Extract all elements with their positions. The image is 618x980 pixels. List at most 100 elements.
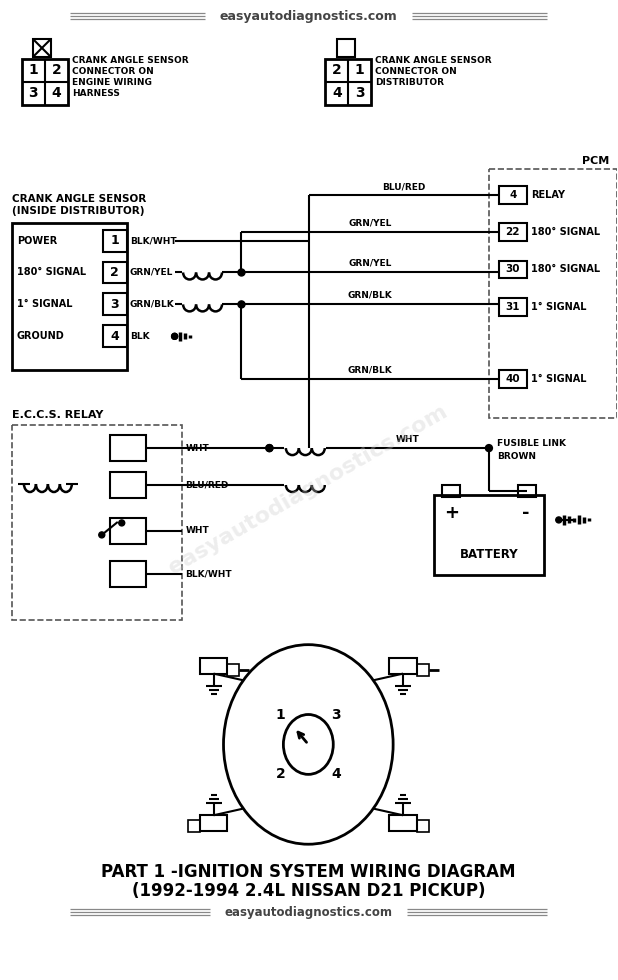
Text: 2: 2 bbox=[332, 64, 342, 77]
Text: GRN/BLK: GRN/BLK bbox=[348, 291, 392, 300]
Text: BLK: BLK bbox=[130, 332, 150, 341]
Text: FUSIBLE LINK: FUSIBLE LINK bbox=[497, 439, 566, 448]
Text: 180° SIGNAL: 180° SIGNAL bbox=[531, 265, 600, 274]
Text: POWER: POWER bbox=[17, 235, 57, 246]
Text: 4: 4 bbox=[331, 767, 341, 781]
Circle shape bbox=[172, 333, 177, 339]
Text: PART 1 -IGNITION SYSTEM WIRING DIAGRAM: PART 1 -IGNITION SYSTEM WIRING DIAGRAM bbox=[101, 863, 515, 881]
Bar bbox=[434, 495, 544, 575]
Bar bbox=[33, 39, 51, 57]
Text: 1° SIGNAL: 1° SIGNAL bbox=[17, 300, 72, 310]
Text: BLK/WHT: BLK/WHT bbox=[185, 569, 232, 578]
Text: easyautodiagnostics.com: easyautodiagnostics.com bbox=[224, 906, 392, 918]
Text: E.C.C.S. RELAY: E.C.C.S. RELAY bbox=[12, 411, 103, 420]
Text: GRN/BLK: GRN/BLK bbox=[130, 300, 174, 309]
Text: CRANK ANGLE SENSOR: CRANK ANGLE SENSOR bbox=[12, 194, 146, 204]
Text: RELAY: RELAY bbox=[531, 190, 565, 200]
Circle shape bbox=[172, 333, 177, 339]
Text: 3: 3 bbox=[28, 86, 38, 100]
Text: 180° SIGNAL: 180° SIGNAL bbox=[531, 226, 600, 236]
Text: 1: 1 bbox=[355, 64, 365, 77]
Text: 1: 1 bbox=[111, 234, 119, 247]
Bar bbox=[103, 325, 127, 347]
Text: easyautodiagnostics.com: easyautodiagnostics.com bbox=[166, 402, 451, 578]
Bar bbox=[110, 518, 146, 544]
Bar bbox=[22, 59, 68, 105]
Text: GRN/YEL: GRN/YEL bbox=[349, 219, 392, 227]
Text: HARNESS: HARNESS bbox=[72, 89, 120, 98]
Bar bbox=[188, 820, 200, 832]
Bar bbox=[12, 425, 182, 619]
Text: 2: 2 bbox=[111, 266, 119, 279]
Text: 3: 3 bbox=[111, 298, 119, 311]
Text: 4: 4 bbox=[51, 86, 61, 100]
Text: 2: 2 bbox=[51, 64, 61, 77]
Circle shape bbox=[556, 516, 562, 523]
Text: ENGINE WIRING: ENGINE WIRING bbox=[72, 78, 151, 87]
Bar bbox=[200, 658, 227, 673]
Text: BATTERY: BATTERY bbox=[460, 549, 519, 562]
Bar bbox=[499, 261, 527, 278]
Circle shape bbox=[99, 532, 105, 538]
Text: 3: 3 bbox=[355, 86, 365, 100]
Text: CRANK ANGLE SENSOR: CRANK ANGLE SENSOR bbox=[72, 57, 188, 66]
Text: WHT: WHT bbox=[185, 444, 210, 453]
Text: BLU/RED: BLU/RED bbox=[383, 182, 426, 191]
Bar bbox=[325, 59, 371, 105]
Text: PCM: PCM bbox=[582, 156, 609, 166]
Bar bbox=[389, 658, 417, 673]
Text: 4: 4 bbox=[509, 190, 517, 200]
Text: 4: 4 bbox=[332, 86, 342, 100]
Text: BLK/WHT: BLK/WHT bbox=[130, 236, 176, 245]
Text: 3: 3 bbox=[331, 708, 341, 721]
Bar bbox=[499, 299, 527, 317]
Text: 1° SIGNAL: 1° SIGNAL bbox=[531, 374, 586, 384]
Text: 2: 2 bbox=[276, 767, 286, 781]
Text: BROWN: BROWN bbox=[497, 452, 536, 461]
Bar bbox=[417, 820, 429, 832]
Text: 22: 22 bbox=[506, 226, 520, 236]
Text: GRN/YEL: GRN/YEL bbox=[130, 268, 173, 277]
Bar bbox=[12, 222, 127, 370]
Bar bbox=[518, 485, 536, 497]
Bar bbox=[110, 561, 146, 587]
Text: CONNECTOR ON: CONNECTOR ON bbox=[375, 68, 457, 76]
Bar bbox=[489, 169, 617, 418]
Circle shape bbox=[266, 445, 273, 452]
Text: WHT: WHT bbox=[396, 434, 420, 444]
Text: BLU/RED: BLU/RED bbox=[185, 480, 229, 490]
Text: 40: 40 bbox=[506, 374, 520, 384]
Text: 31: 31 bbox=[506, 303, 520, 313]
Text: 1° SIGNAL: 1° SIGNAL bbox=[531, 303, 586, 313]
Text: 4: 4 bbox=[111, 330, 119, 343]
Text: DISTRIBUTOR: DISTRIBUTOR bbox=[375, 78, 444, 87]
Text: WHT: WHT bbox=[185, 526, 210, 535]
Bar bbox=[442, 485, 460, 497]
Circle shape bbox=[266, 445, 273, 452]
Bar bbox=[200, 815, 227, 831]
Bar bbox=[337, 39, 355, 57]
Text: 1: 1 bbox=[28, 64, 38, 77]
Text: -: - bbox=[522, 504, 530, 522]
Text: GROUND: GROUND bbox=[17, 331, 65, 341]
Bar bbox=[389, 815, 417, 831]
Text: 1: 1 bbox=[276, 708, 286, 721]
Text: easyautodiagnostics.com: easyautodiagnostics.com bbox=[219, 10, 397, 23]
Text: GRN/YEL: GRN/YEL bbox=[349, 259, 392, 268]
Bar bbox=[103, 262, 127, 283]
Bar bbox=[499, 185, 527, 204]
Text: CRANK ANGLE SENSOR: CRANK ANGLE SENSOR bbox=[375, 57, 492, 66]
Bar bbox=[103, 229, 127, 252]
Circle shape bbox=[238, 301, 245, 308]
Circle shape bbox=[119, 520, 125, 526]
Bar bbox=[110, 435, 146, 461]
Text: 30: 30 bbox=[506, 265, 520, 274]
Text: (INSIDE DISTRIBUTOR): (INSIDE DISTRIBUTOR) bbox=[12, 206, 145, 216]
Text: +: + bbox=[444, 504, 460, 522]
Bar bbox=[499, 222, 527, 240]
Circle shape bbox=[238, 269, 245, 276]
Circle shape bbox=[485, 445, 493, 452]
Bar bbox=[110, 472, 146, 498]
Bar bbox=[417, 663, 429, 675]
Bar bbox=[227, 663, 239, 675]
